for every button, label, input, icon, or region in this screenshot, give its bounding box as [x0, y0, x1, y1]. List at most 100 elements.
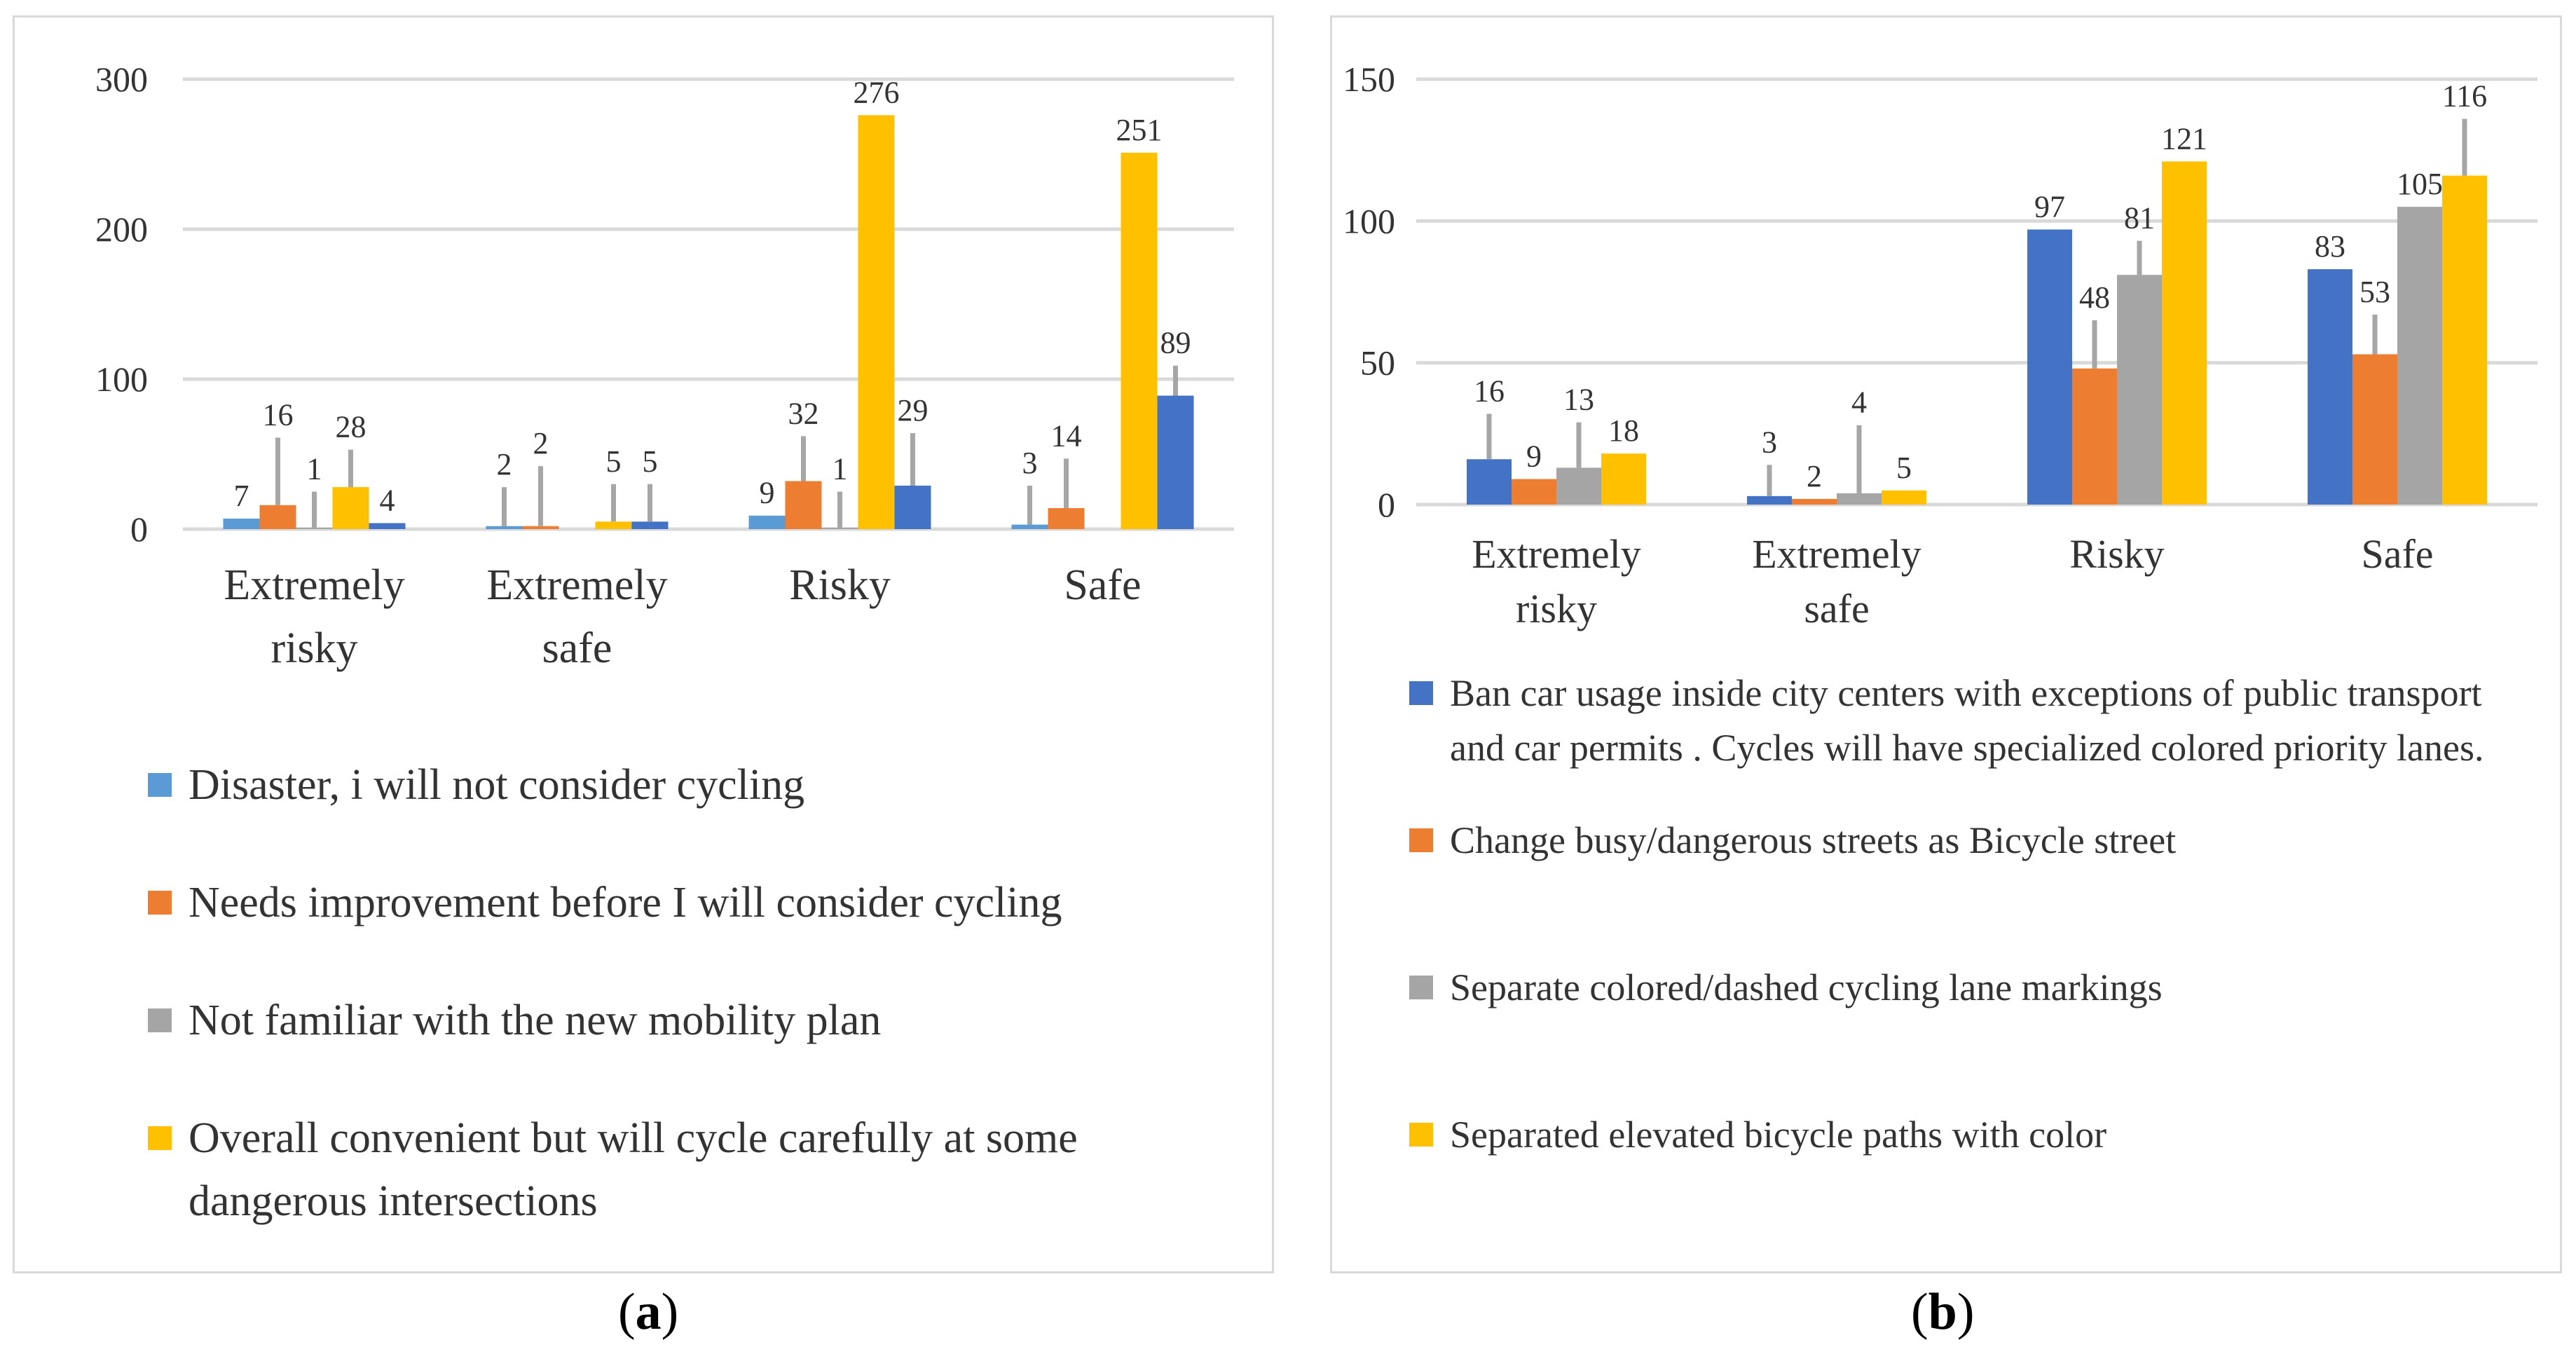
x-category-label: Extremely risky	[1472, 531, 1641, 631]
data-label: 7	[234, 479, 249, 513]
data-label: 3	[1022, 446, 1038, 480]
x-category-label: Risky	[789, 561, 891, 609]
data-label: 29	[898, 393, 929, 427]
bar-extremely-risky-s3	[332, 487, 369, 529]
bar-extremely-safe-s4	[631, 521, 669, 529]
x-category-label: Extremely risky	[224, 561, 404, 672]
legend-swatch	[1409, 1123, 1433, 1147]
legend-label: Separate colored/dashed cycling lane mar…	[1450, 966, 2163, 1008]
chart-a-svg: 0 100 200 300 7 16 1 28 4 Extremely risky 22 5 5 Extre…	[95, 60, 1234, 672]
x-category-label: Safe	[1064, 561, 1141, 609]
data-label: 83	[2315, 229, 2345, 264]
data-label: 121	[2161, 121, 2207, 156]
data-label: 116	[2442, 79, 2487, 114]
x-category-label-line: safe	[542, 624, 612, 672]
data-label: 2	[497, 447, 512, 481]
x-category-label-line: Risky	[789, 561, 891, 609]
chart-panel-b: 0 50 100 150 16 9 13 18 Extremely risky 3 2 4 5 Extrem…	[1330, 15, 2562, 1273]
bar-extremely-safe-s2	[1837, 493, 1882, 505]
bar-extremely-safe-s1	[1792, 498, 1837, 505]
y-tick-label: 100	[95, 360, 148, 399]
bar-safe-s1	[1048, 508, 1085, 529]
data-label: 2	[533, 426, 549, 460]
data-label: 9	[1526, 439, 1542, 474]
legend-label: Needs improvement before I will consider…	[189, 879, 1062, 926]
legend-swatch	[148, 773, 172, 797]
legend-swatch	[148, 1126, 172, 1150]
x-category-label: Risky	[2069, 531, 2164, 577]
legend-item: Not familiar with the new mobility plan	[148, 989, 1255, 1052]
bar-risky-s1	[785, 481, 822, 529]
data-label: 89	[1160, 326, 1191, 360]
bar-extremely-safe-s0	[486, 526, 523, 529]
bar-extremely-risky-s1	[1512, 479, 1556, 505]
data-label: 9	[760, 476, 775, 510]
legend-swatch	[1409, 976, 1433, 999]
caption-b: (b)	[1911, 1283, 1975, 1341]
y-tick-label: 150	[1343, 60, 1395, 99]
data-label: 81	[2124, 201, 2155, 235]
data-label: 5	[606, 444, 622, 479]
bar-risky-s0	[2027, 229, 2072, 505]
bar-extremely-safe-s0	[1747, 495, 1792, 505]
legend-swatch	[148, 1008, 172, 1032]
bar-extremely-risky-s2	[1556, 467, 1601, 505]
bar-risky-s2	[821, 527, 858, 529]
data-label: 2	[1807, 459, 1822, 493]
legend-label: Change busy/dangerous streets as Bicycle…	[1450, 819, 2177, 861]
data-label: 97	[2034, 189, 2065, 224]
legend-item: Change busy/dangerous streets as Bicycle…	[1409, 813, 2530, 868]
data-label: 53	[2359, 275, 2390, 309]
bar-extremely-safe-s3	[1882, 490, 1926, 505]
x-category-label: Extremely safe	[1752, 531, 1921, 631]
data-label: 3	[1762, 425, 1777, 459]
data-label: 1	[307, 452, 322, 486]
bar-safe-s2	[2397, 207, 2442, 505]
bar-extremely-risky-s1	[259, 505, 296, 529]
y-tick-label: 0	[130, 509, 148, 549]
legend-swatch	[1409, 828, 1433, 852]
legend-swatch	[1409, 681, 1433, 705]
legend-item: Disaster, i will not consider cycling	[148, 753, 1255, 816]
legend-swatch	[148, 891, 172, 915]
bar-risky-s0	[748, 515, 786, 529]
bar-risky-s3	[2162, 161, 2207, 505]
data-label: 276	[854, 75, 900, 109]
bar-safe-s0	[2308, 269, 2352, 505]
bar-extremely-risky-s0	[223, 519, 260, 529]
x-category-label-line: risky	[1516, 586, 1597, 631]
data-label: 1	[833, 452, 848, 486]
bar-safe-s0	[1011, 524, 1048, 529]
data-label: 14	[1051, 418, 1082, 453]
data-label: 16	[1474, 374, 1505, 409]
chart-panel-a: 0 100 200 300 7 16 1 28 4 Extremely risky 2 2 5 5 Extre…	[13, 15, 1274, 1273]
x-category-label-line: Risky	[2069, 531, 2164, 577]
legend-item: Separated elevated bicycle paths with co…	[1409, 1107, 2530, 1162]
x-category-label: Extremely safe	[486, 561, 667, 672]
y-tick-label: 300	[95, 60, 148, 99]
data-label: 4	[380, 483, 395, 517]
legend-item: Needs improvement before I will consider…	[148, 871, 1255, 934]
legend-item: Ban car usage inside city centers with e…	[1409, 666, 2530, 775]
data-label: 251	[1116, 113, 1163, 147]
bar-risky-s2	[2117, 275, 2162, 505]
chart-b-svg: 0 50 100 150 16 9 13 18 Extremely risky 32 45 Extrem…	[1343, 60, 2537, 631]
legend-label: Ban car usage inside city centers with e…	[1450, 672, 2484, 769]
bar-extremely-risky-s4	[369, 523, 406, 529]
bar-risky-s3	[858, 115, 895, 530]
bar-extremely-risky-s3	[1601, 453, 1646, 505]
data-label: 5	[1896, 451, 1912, 485]
caption-a: (a)	[618, 1283, 679, 1341]
bar-safe-s3	[1121, 152, 1158, 530]
data-label: 4	[1851, 385, 1867, 420]
data-label: 16	[263, 397, 294, 432]
bar-safe-s3	[2442, 175, 2487, 505]
bar-extremely-risky-s2	[296, 527, 333, 529]
x-category-label-line: safe	[1804, 586, 1869, 631]
x-category-label: Safe	[2361, 531, 2433, 577]
legend-label: Overall convenient but will cycle carefu…	[189, 1114, 1078, 1225]
data-label: 32	[788, 396, 819, 430]
legend-label: Not familiar with the new mobility plan	[189, 997, 882, 1044]
y-tick-label: 0	[1378, 485, 1395, 524]
data-label: 5	[643, 444, 658, 479]
